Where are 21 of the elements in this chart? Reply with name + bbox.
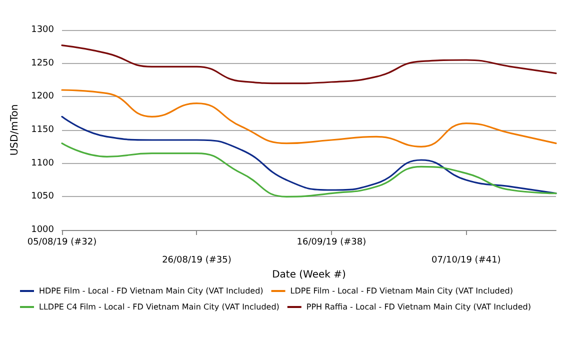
y-tick-label: 1000 [31, 225, 54, 235]
y-tick-label: 1250 [31, 58, 54, 68]
y-tick-label: 1150 [31, 125, 54, 135]
line-series [61, 116, 557, 194]
y-tick-label: 1100 [31, 158, 54, 168]
x-tick-label: 26/08/19 (#35) [162, 256, 232, 266]
legend-label: HDPE Film - Local - FD Vietnam Main City (VAT Included) [39, 286, 264, 296]
x-axis-title: Date (Week #) [272, 269, 346, 280]
legend-label: LDPE Film - Local - FD Vietnam Main City (VAT Included) [290, 286, 513, 296]
y-tick-label: 1050 [31, 192, 54, 202]
y-axis-title: USD/mTon [10, 104, 20, 156]
line-series [61, 142, 557, 198]
x-tick-label: 07/10/19 (#41) [432, 256, 501, 266]
y-tick-label: 1300 [31, 25, 54, 35]
x-tick-label: 16/09/19 (#38) [296, 238, 366, 248]
y-tick-label: 1200 [31, 92, 54, 102]
line-series [61, 89, 557, 148]
legend-label: PPH Raffia - Local - FD Vietnam Main City (VAT Included) [306, 302, 531, 312]
x-tick-label: 05/08/19 (#32) [27, 238, 97, 248]
line-series [61, 44, 557, 84]
legend-label: LLDPE C4 Film - Local - FD Vietnam Main City (VAT Included) [39, 302, 280, 312]
